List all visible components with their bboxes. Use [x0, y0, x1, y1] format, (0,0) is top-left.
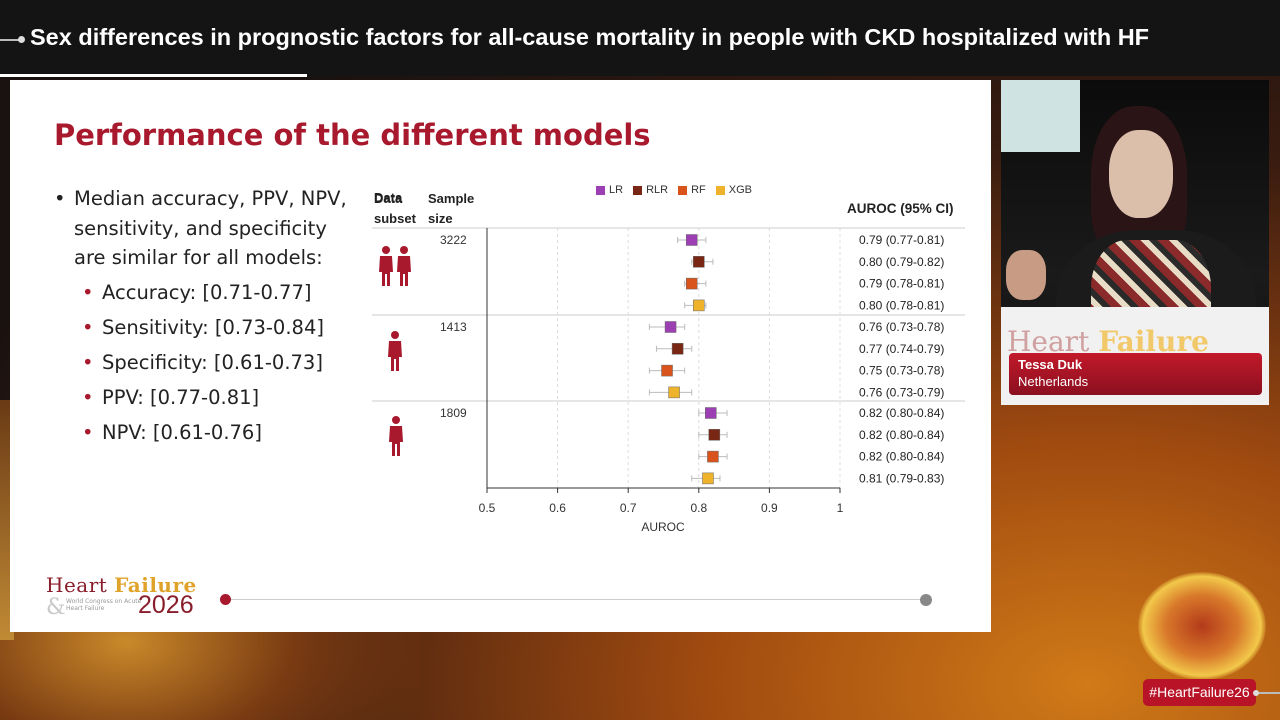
sub-bullet: NPV: [0.61-0.76]	[54, 418, 354, 448]
male-icon	[389, 416, 403, 456]
header-data-subset-text: subset	[374, 211, 417, 226]
heart-failure-emblem	[1138, 572, 1266, 680]
point-estimate-rlr	[671, 343, 684, 355]
session-title: Sex differences in prognostic factors fo…	[30, 24, 1150, 50]
point-estimate-rf	[685, 277, 698, 290]
header-auroc-ci: AUROC (95% CI)	[847, 201, 954, 216]
title-bar-dot	[18, 36, 25, 43]
male-female-icon	[397, 246, 411, 286]
progress-start-dot	[220, 594, 231, 605]
logo-word-failure: Failure	[114, 573, 197, 597]
auroc-ci-label: 0.81 (0.79-0.83)	[859, 471, 944, 485]
header-subset-line1: Data	[374, 190, 403, 205]
x-tick-label: 0.8	[690, 501, 707, 515]
auroc-ci-label: 0.76 (0.73-0.78)	[859, 320, 944, 334]
bullet-main: Median accuracy, PPV, NPV, sensitivity, …	[54, 184, 354, 273]
logo-wordmark: Heart Failure	[46, 573, 197, 597]
slide-title: Performance of the different models	[54, 118, 651, 152]
legend-item-lr: LR	[596, 184, 623, 196]
sample-size: 3222	[440, 233, 467, 247]
legend-item-rlr: RLR	[633, 184, 668, 196]
header-sample-size-text: size	[428, 211, 453, 226]
point-estimate-rlr	[708, 429, 721, 441]
auroc-ci-label: 0.79 (0.78-0.81)	[859, 277, 944, 291]
point-estimate-rf	[707, 450, 719, 463]
legend-swatch	[596, 185, 605, 195]
male-female-icon	[379, 246, 393, 286]
slide-progress-line	[230, 599, 930, 600]
point-estimate-rlr	[693, 256, 705, 268]
x-tick-label: 0.6	[549, 501, 566, 515]
auroc-ci-label: 0.82 (0.80-0.84)	[859, 406, 944, 420]
x-tick-label: 1	[837, 501, 844, 515]
sub-bullet: Sensitivity: [0.73-0.84]	[54, 313, 354, 343]
logo-year: 2026	[138, 591, 194, 619]
point-estimate-xgb	[702, 472, 714, 485]
legend-swatch	[715, 185, 725, 195]
point-estimate-xgb	[693, 299, 705, 312]
speaker-video: Heart Failure Tessa Duk Netherlands	[1001, 80, 1269, 405]
sub-bullet: Accuracy: [0.71-0.77]	[54, 278, 354, 308]
hashtag-dot	[1253, 690, 1259, 696]
auroc-ci-label: 0.82 (0.80-0.84)	[859, 428, 944, 442]
title-underline	[0, 74, 307, 77]
auroc-ci-label: 0.80 (0.79-0.82)	[859, 255, 944, 269]
speaker-lower-third: Tessa Duk Netherlands	[1009, 353, 1262, 395]
legend-item-rf: RF	[678, 184, 706, 196]
banner-word-failure: Failure	[1098, 325, 1209, 358]
speaker-name: Tessa Duk	[1018, 357, 1083, 372]
legend-label: RF	[691, 184, 706, 196]
x-tick-label: 0.7	[620, 501, 637, 515]
logo-ampersand: &	[46, 595, 66, 620]
sample-size: 1413	[440, 320, 467, 334]
x-tick-label: 0.5	[479, 501, 496, 515]
progress-end-dot	[920, 594, 932, 606]
legend-swatch	[633, 185, 643, 195]
speaker-country: Netherlands	[1018, 374, 1089, 389]
point-estimate-xgb	[668, 386, 680, 399]
auroc-ci-label: 0.75 (0.73-0.78)	[859, 364, 944, 378]
legend-label: LR	[609, 184, 624, 196]
congress-logo: Heart Failure & World Congress on Acute …	[46, 573, 197, 620]
bullet-list: Median accuracy, PPV, NPV, sensitivity, …	[54, 184, 354, 448]
header-data-subset: Data	[374, 188, 402, 208]
auroc-ci-label: 0.79 (0.77-0.81)	[859, 233, 944, 247]
title-bar-line	[0, 39, 22, 41]
sub-bullet: Specificity: [0.61-0.73]	[54, 348, 354, 378]
point-estimate-lr	[685, 234, 698, 246]
legend-swatch	[678, 185, 688, 195]
point-estimate-lr	[664, 321, 677, 333]
legend-label: XGB	[728, 184, 752, 196]
legend-label: RLR	[646, 184, 669, 196]
logo-word-heart: Heart	[46, 573, 115, 597]
chart-legend: LR RLR RF XGB	[596, 184, 752, 196]
legend-item-xgb: XGB	[715, 184, 752, 196]
banner-word-heart: Heart	[1007, 325, 1099, 358]
point-estimate-rf	[661, 364, 673, 377]
hashtag-badge: #HeartFailure26	[1143, 679, 1256, 706]
title-bar: Sex differences in prognostic factors fo…	[0, 0, 1280, 77]
presentation-slide: Performance of the different models Medi…	[10, 80, 991, 632]
female-icon	[388, 331, 402, 371]
x-axis-label: AUROC	[641, 520, 685, 534]
logo-subtitle: World Congress on Acute Heart Failure	[66, 598, 142, 612]
sub-bullet: PPV: [0.77-0.81]	[54, 383, 354, 413]
background-screen	[1001, 80, 1080, 152]
auroc-ci-label: 0.80 (0.78-0.81)	[859, 298, 944, 312]
header-sample-size-text: Sample	[428, 191, 474, 206]
auroc-ci-label: 0.82 (0.80-0.84)	[859, 450, 944, 464]
sample-size: 1809	[440, 406, 467, 420]
hashtag-line	[1259, 692, 1280, 694]
auroc-ci-label: 0.77 (0.74-0.79)	[859, 342, 944, 356]
x-tick-label: 0.9	[761, 501, 778, 515]
point-estimate-lr	[705, 407, 717, 419]
banner-text: Heart Failure	[1007, 325, 1209, 358]
auroc-ci-label: 0.76 (0.73-0.79)	[859, 385, 944, 399]
speaker-hand	[1006, 250, 1046, 300]
speaker-face	[1109, 130, 1173, 218]
